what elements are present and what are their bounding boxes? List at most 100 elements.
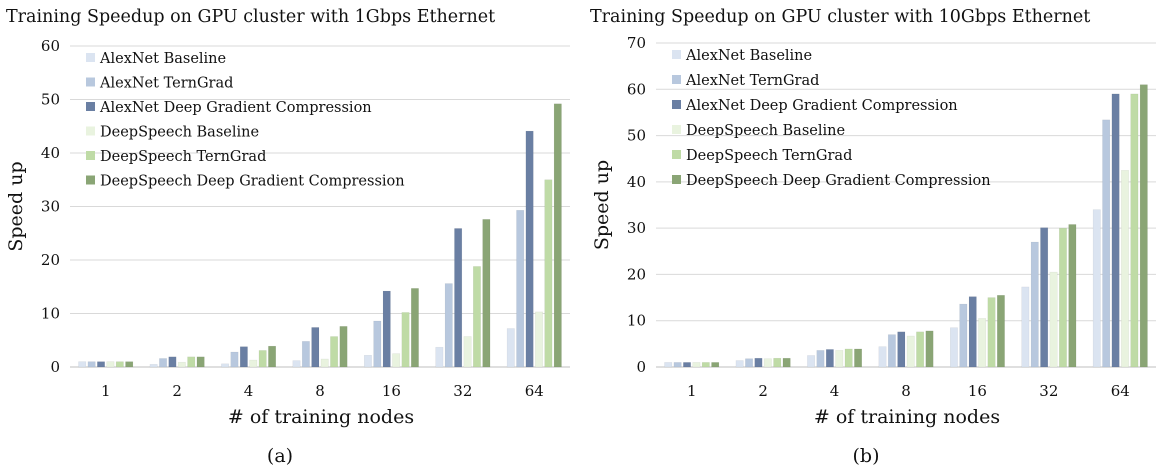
- bar: [835, 350, 844, 368]
- bar: [525, 130, 534, 368]
- bar: [339, 326, 348, 368]
- legend-swatch: [672, 50, 681, 59]
- bar: [735, 360, 744, 368]
- bar: [1130, 93, 1139, 368]
- bar: [535, 311, 543, 368]
- bar: [959, 303, 968, 368]
- bar: [807, 355, 816, 368]
- bar: [330, 336, 339, 368]
- chart-panel-b: Training Speedup on GPU cluster with 10G…: [586, 0, 1172, 474]
- bar: [177, 361, 186, 368]
- bar: [159, 358, 167, 368]
- bar: [435, 346, 444, 368]
- bar: [711, 362, 720, 368]
- bar: [311, 327, 320, 368]
- y-tick-label: 10: [627, 312, 646, 330]
- y-tick-label: 20: [41, 251, 60, 269]
- bar: [258, 350, 267, 368]
- y-tick-label: 70: [627, 34, 646, 52]
- bar: [1068, 224, 1077, 368]
- x-tick-label: 64: [1111, 382, 1130, 400]
- x-tick-label: 32: [1039, 382, 1058, 400]
- bar: [916, 331, 925, 368]
- legend-swatch: [86, 126, 95, 136]
- bar: [363, 354, 372, 368]
- legend-label: AlexNet Deep Gradient Compression: [99, 100, 372, 116]
- bar: [106, 361, 115, 368]
- y-tick-label: 60: [627, 80, 646, 98]
- y-tick-label: 40: [41, 144, 60, 162]
- y-tick-label: 60: [41, 37, 60, 55]
- legend-swatch: [672, 150, 681, 159]
- y-tick-label: 40: [627, 173, 646, 191]
- legend-swatch: [86, 175, 95, 185]
- bar: [553, 103, 562, 368]
- bar: [844, 348, 853, 368]
- bar: [401, 312, 410, 368]
- legend-label: AlexNet Baseline: [685, 48, 812, 64]
- bar: [125, 361, 134, 368]
- x-tick-label: 4: [244, 382, 254, 400]
- bar: [701, 362, 710, 368]
- bar: [1102, 119, 1111, 368]
- bar: [754, 357, 763, 368]
- legend-label: AlexNet Deep Gradient Compression: [685, 98, 958, 114]
- bar: [968, 296, 977, 368]
- bar: [454, 228, 463, 368]
- bar: [692, 362, 701, 368]
- bar: [782, 357, 791, 368]
- y-tick-label: 30: [627, 219, 646, 237]
- bar: [97, 361, 105, 368]
- x-axis-label: # of training nodes: [814, 406, 1000, 428]
- x-tick-label: 1: [101, 382, 111, 400]
- x-tick-label: 16: [382, 382, 401, 400]
- chart-title: Training Speedup on GPU cluster with 10G…: [590, 7, 1090, 27]
- bar: [978, 318, 987, 368]
- figure-caption: (a): [267, 445, 293, 467]
- bar: [683, 362, 691, 368]
- bar: [897, 331, 906, 368]
- x-tick-label: 1: [687, 382, 697, 400]
- bar: [906, 335, 915, 368]
- y-axis-label: Speed up: [591, 160, 613, 250]
- legend-label: DeepSpeech Deep Gradient Compression: [686, 173, 991, 189]
- bar: [187, 356, 196, 368]
- x-tick-label: 2: [758, 382, 768, 400]
- bar: [168, 356, 177, 368]
- legend-swatch: [86, 77, 95, 87]
- chart-b-svg: Training Speedup on GPU cluster with 10G…: [590, 7, 1156, 467]
- bar: [1121, 170, 1129, 368]
- bar: [664, 362, 673, 368]
- legend-swatch: [86, 102, 95, 111]
- x-tick-label: 4: [830, 382, 840, 400]
- bar: [149, 364, 158, 368]
- bar: [1059, 227, 1067, 368]
- bar: [382, 290, 391, 368]
- x-tick-label: 8: [901, 382, 911, 400]
- bar: [444, 283, 453, 368]
- x-tick-label: 32: [453, 382, 472, 400]
- bar: [373, 320, 382, 368]
- bar: [1092, 209, 1101, 368]
- y-tick-label: 20: [627, 265, 646, 283]
- bar: [268, 345, 277, 368]
- y-tick-label: 50: [627, 127, 646, 145]
- chart-title: Training Speedup on GPU cluster with 1Gb…: [6, 7, 495, 27]
- legend-label: DeepSpeech TernGrad: [100, 149, 266, 165]
- bar: [1021, 286, 1030, 368]
- bar: [673, 362, 682, 368]
- bar: [410, 288, 419, 368]
- legend-swatch: [672, 175, 681, 184]
- bar: [887, 334, 896, 368]
- bar: [301, 341, 310, 368]
- y-tick-label: 30: [41, 198, 60, 216]
- bar: [773, 357, 782, 368]
- chart-panel-a: Training Speedup on GPU cluster with 1Gb…: [5, 7, 570, 467]
- x-tick-label: 64: [525, 382, 544, 400]
- bar: [1030, 241, 1039, 368]
- bar: [987, 297, 996, 368]
- x-axis-label: # of training nodes: [228, 406, 414, 428]
- bar: [292, 360, 301, 368]
- legend-label: DeepSpeech Baseline: [100, 125, 259, 141]
- legend-label: DeepSpeech Baseline: [686, 123, 845, 139]
